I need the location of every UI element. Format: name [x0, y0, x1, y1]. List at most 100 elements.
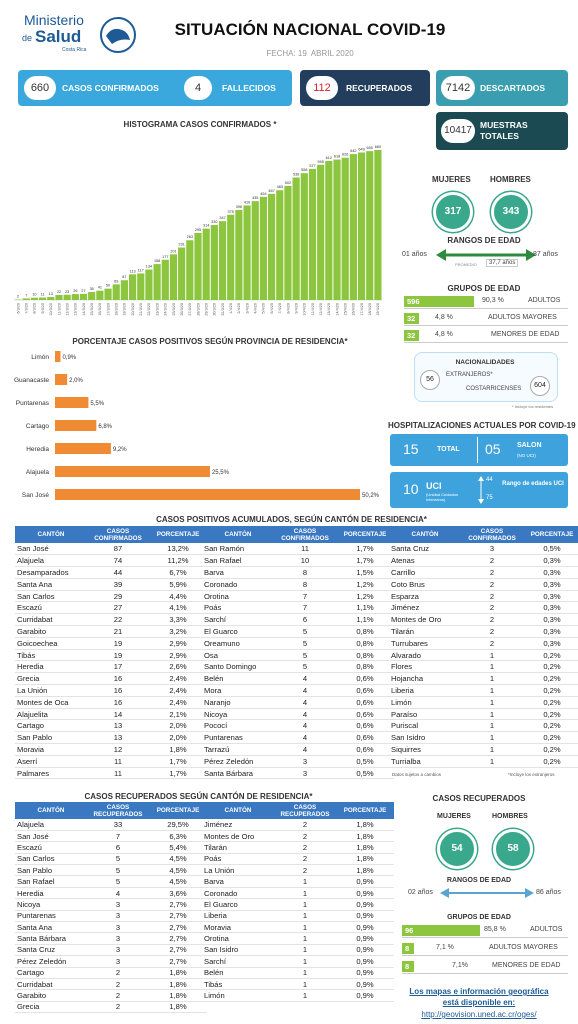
cell-value: 3,3% — [149, 613, 207, 627]
table-row: Santa Bárbara 3 0,5% — [202, 767, 394, 780]
cell-value: 2 — [461, 601, 523, 615]
cell-value: 2 — [461, 590, 523, 603]
cell-canton: La Unión — [202, 864, 274, 877]
divider — [404, 342, 568, 343]
column-header: CANTÓN — [15, 802, 87, 819]
cell-value: 1,8% — [336, 830, 394, 843]
table-row: Turrialba 1 0,2% — [389, 755, 578, 768]
table-row: Nicoya 3 2,7% — [15, 898, 207, 911]
cell-value: 0,9% — [336, 932, 394, 945]
deaths-value: 4 — [184, 76, 212, 100]
cell-canton: Pérez Zeledón — [15, 955, 87, 968]
logo-line: Ministerio — [24, 12, 84, 28]
value-label: 134 — [146, 265, 152, 269]
x-tick-label: 19/3/20 — [123, 303, 127, 316]
table-row: Santa Bárbara 3 2,7% — [15, 932, 207, 945]
footer-link[interactable]: http://geovision.uned.ac.cr/oges/ — [421, 1010, 537, 1019]
table-row: Alajuela 33 29,5% — [15, 819, 207, 831]
divider — [402, 973, 568, 974]
cell-canton: Pérez Zeledón — [202, 755, 274, 768]
cell-value: 1 — [274, 955, 336, 968]
sex-label: MUJERES — [437, 813, 471, 820]
bar — [55, 443, 111, 454]
table-row: Alajuela 74 11,2% — [15, 554, 207, 568]
cell-value: 5 — [274, 637, 336, 650]
women-value: 54 — [437, 829, 477, 869]
cell-value: 3 — [87, 921, 149, 934]
x-tick-label: 17/3/20 — [106, 303, 110, 316]
cell-value: 17 — [87, 660, 149, 674]
bar — [145, 269, 153, 300]
cell-canton: Garabito — [15, 625, 87, 638]
summary-box — [18, 70, 292, 106]
cell-value: 22 — [87, 613, 149, 627]
group-label: ADULTOS — [528, 297, 561, 304]
cell-canton: Coronado — [202, 887, 274, 900]
cell-canton: Montes de Oro — [389, 613, 461, 627]
cell-value: 39 — [87, 578, 149, 591]
group-percent: 4,8 % — [435, 314, 453, 321]
cell-canton: Liberia — [389, 684, 461, 697]
age-max: 87 años — [533, 251, 558, 258]
cell-canton: San Rafael — [15, 875, 87, 888]
cell-canton: Alvarado — [389, 649, 461, 662]
cell-canton: Santa Ana — [15, 921, 87, 934]
canton-table: CANTÓN CASOS CONFIRMADOS PORCENTAJE San Jos… — [15, 526, 207, 780]
cell-value: 2,7% — [149, 932, 207, 945]
table-row: Orotina 1 0,9% — [202, 932, 394, 945]
cell-canton: Nicoya — [202, 708, 274, 721]
cell-value: 0,3% — [523, 578, 578, 591]
table-row: Desamparados 44 6,7% — [15, 566, 207, 579]
table: CANTÓN CASOS CONFIRMADOS PORCENTAJE Santa C… — [389, 526, 578, 768]
value-label: 263 — [187, 235, 193, 239]
cell-canton: Oreamuno — [202, 637, 274, 650]
cell-value: 4,4% — [149, 590, 207, 603]
cell-value: 1,1% — [336, 601, 394, 615]
table-row: Limón 1 0,2% — [389, 696, 578, 709]
value-label: 177 — [162, 255, 168, 259]
cell-value: 5 — [274, 625, 336, 638]
cell-value: 3 — [274, 755, 336, 768]
column-header: PORCENTAJE — [336, 526, 394, 543]
x-tick-label: 18/4/20 — [368, 303, 372, 316]
bar — [268, 193, 276, 300]
canton-table: CANTÓN CASOS RECUPERADOS PORCENTAJE Alajuel… — [15, 802, 207, 1014]
table-row: Hojancha 1 0,2% — [389, 672, 578, 686]
cell-canton: Pococí — [202, 719, 274, 733]
table-row: San Isidro 1 0,9% — [202, 944, 394, 957]
cell-value: 1 — [461, 660, 523, 674]
bar — [169, 254, 178, 300]
histogram-title: HISTOGRAMA CASOS CONFIRMADOS * — [123, 120, 277, 129]
cell-canton: Santo Domingo — [202, 660, 274, 674]
bar — [39, 297, 47, 300]
value-label: 314 — [203, 224, 209, 228]
table-row: San Pablo 13 2,0% — [15, 731, 207, 745]
x-tick-label: 19/4/20 — [376, 303, 380, 316]
cell-canton: Garabito — [15, 989, 87, 1002]
cell-value: 29 — [87, 590, 149, 603]
cell-canton: Orotina — [202, 932, 274, 945]
cell-value: 2 — [274, 864, 336, 877]
cell-canton: Puntarenas — [15, 910, 87, 923]
cell-value: 1,8% — [336, 853, 394, 866]
cell-canton: San José — [15, 830, 87, 843]
value-label: 87 — [122, 275, 126, 279]
cell-canton: Santa Ana — [15, 578, 87, 591]
value-label: 612 — [326, 156, 332, 160]
cell-value: 7 — [274, 590, 336, 603]
table-row: Montes de Oro 2 0,3% — [389, 613, 578, 627]
cell-value: 1 — [274, 875, 336, 888]
cell-canton: Barva — [202, 566, 274, 579]
value-label: 231 — [178, 243, 184, 247]
x-tick-label: 5/4/20 — [262, 303, 266, 314]
cell-canton: Paraíso — [389, 708, 461, 721]
cell-value: 19 — [87, 649, 149, 662]
table-row: Sarchí 1 0,9% — [202, 955, 394, 968]
cell-value: 0,3% — [523, 625, 578, 638]
table-row: Escazú 6 5,4% — [15, 841, 207, 854]
cell-canton: Atenas — [389, 554, 461, 568]
table-row: Puntarenas 4 0,6% — [202, 731, 394, 745]
bar — [47, 297, 55, 300]
cell-value: 1 — [274, 967, 336, 979]
value-label: 330 — [211, 220, 217, 224]
